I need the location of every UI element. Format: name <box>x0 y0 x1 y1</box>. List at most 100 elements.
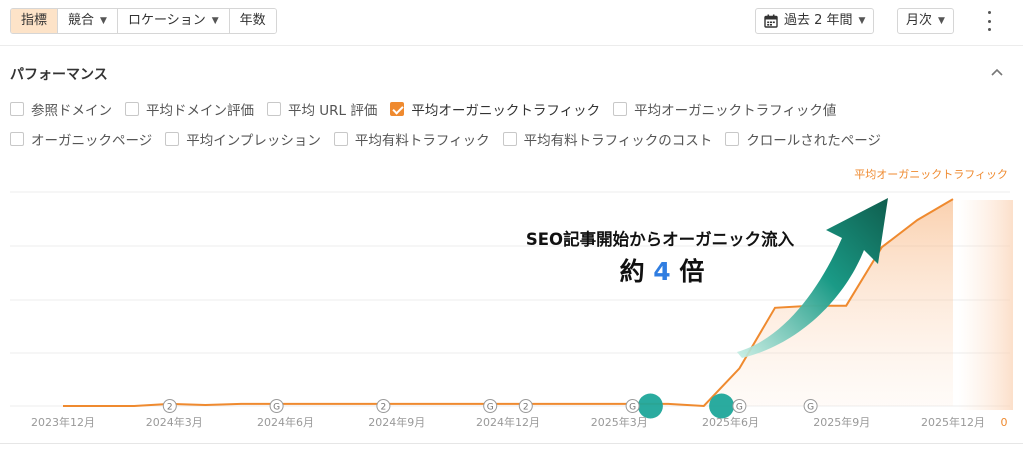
x-tick-label: 2025年9月 <box>813 415 870 429</box>
metric-label: オーガニックページ <box>31 133 153 149</box>
y-tick-label: 0 <box>1001 416 1008 429</box>
chevron-down-icon: ▼ <box>211 16 219 26</box>
x-tick-label: 2024年3月 <box>146 415 203 429</box>
annotation-line2: 約 4 倍 <box>620 257 705 286</box>
tab-competitors[interactable]: 競合 ▼ <box>58 9 118 33</box>
annotation-marker[interactable]: 2 <box>162 399 177 413</box>
chevron-down-icon: ▼ <box>858 16 866 26</box>
x-tick-label: 2024年9月 <box>368 415 425 429</box>
divider <box>0 443 1023 444</box>
metric-label: 平均ドメイン評価 <box>146 103 254 119</box>
marker-label: G <box>629 403 636 413</box>
marker-circle <box>518 399 533 413</box>
checkbox-empty-icon[interactable] <box>267 102 281 116</box>
checkbox-empty-icon[interactable] <box>613 102 628 116</box>
metric-checkbox[interactable]: 平均オーガニックトラフィック <box>390 99 600 119</box>
tab-location[interactable]: ロケーション ▼ <box>117 9 230 33</box>
metric-label: 平均オーガニックトラフィック <box>411 103 601 119</box>
annotation-prefix: 約 <box>620 257 654 286</box>
series-area <box>63 199 953 406</box>
checkbox-empty-icon[interactable] <box>165 132 180 146</box>
interval-select[interactable]: 月次 ▼ <box>897 8 954 34</box>
trend-arrow-icon <box>737 198 888 358</box>
marker-circle <box>376 399 391 413</box>
date-range-label: 過去 2 年間 <box>784 13 853 28</box>
annotation-value: 4 <box>653 257 670 286</box>
metric-checkbox[interactable]: 平均インプレッション <box>165 129 321 149</box>
google-update-marker[interactable]: G <box>732 399 747 413</box>
tab-years-label: 年数 <box>239 13 266 28</box>
x-tick-label: 2023年12月 <box>31 415 95 429</box>
checkbox-empty-icon[interactable] <box>10 102 24 116</box>
marker-label: G <box>273 403 280 413</box>
marker-circle <box>162 399 177 413</box>
google-update-marker[interactable]: G <box>803 399 818 413</box>
metrics-row-1: 参照ドメイン 平均ドメイン評価 平均 URL 評価 平均オーガニックトラフィック 平均オ… <box>10 99 849 119</box>
metric-label: 平均インプレッション <box>186 133 321 149</box>
marker-label: 2 <box>167 403 173 413</box>
marker-label: 2 <box>523 403 529 413</box>
metric-checkbox[interactable]: 参照ドメイン <box>10 99 112 119</box>
metric-checkbox[interactable]: オーガニックページ <box>10 129 152 149</box>
checkbox-empty-icon[interactable] <box>10 132 24 146</box>
marker-label: G <box>807 403 814 413</box>
metric-checkbox[interactable]: 平均ドメイン評価 <box>125 99 254 119</box>
more-options-icon[interactable] <box>981 11 997 31</box>
metric-checkbox[interactable]: 平均オーガニックトラフィック値 <box>613 99 836 119</box>
tab-location-label: ロケーション <box>127 13 206 28</box>
metrics-row-2: オーガニックページ 平均インプレッション 平均有料トラフィック 平均有料トラフィックの… <box>10 129 894 149</box>
checkbox-checked-icon[interactable] <box>390 102 405 116</box>
metric-label: 平均有料トラフィック <box>354 133 490 149</box>
toolbar: 指標 競合 ▼ ロケーション ▼ 年数 過去 2 年間 ▼ 月次 ▼ <box>0 0 1023 46</box>
chevron-down-icon: ▼ <box>938 16 945 26</box>
x-tick-label: 2024年12月 <box>476 415 540 429</box>
metric-checkbox[interactable]: 平均有料トラフィック <box>333 129 490 149</box>
highlight-circle <box>637 393 663 419</box>
google-update-marker[interactable]: G <box>625 399 640 413</box>
calendar-icon <box>764 14 778 28</box>
checkbox-empty-icon[interactable] <box>333 132 348 146</box>
marker-circle <box>269 399 284 413</box>
x-tick-label: 2025年3月 <box>591 415 648 429</box>
marker-circle <box>732 399 747 413</box>
metric-label: 参照ドメイン <box>31 103 112 119</box>
faded-region <box>958 200 1013 410</box>
marker-circle <box>803 399 818 413</box>
marker-label: 2 <box>381 403 387 413</box>
series-label: 平均オーガニックトラフィック <box>854 168 1008 181</box>
tab-years[interactable]: 年数 <box>229 9 276 33</box>
panel-title: パフォーマンス <box>10 67 108 83</box>
checkbox-empty-icon[interactable] <box>502 132 517 146</box>
metric-checkbox[interactable]: 平均 URL 評価 <box>267 99 377 119</box>
checkbox-empty-icon[interactable] <box>725 132 740 146</box>
filter-segment: 指標 競合 ▼ ロケーション ▼ 年数 <box>10 8 277 34</box>
annotation-suffix: 倍 <box>671 257 705 286</box>
annotation-line1: SEO記事開始からオーガニック流入 <box>526 229 795 249</box>
marker-circle <box>483 399 498 413</box>
metric-label: 平均オーガニックトラフィック値 <box>634 103 837 119</box>
tab-metrics-label: 指標 <box>21 13 48 28</box>
chevron-down-icon: ▼ <box>100 16 107 26</box>
x-tick-label: 2024年6月 <box>257 415 314 429</box>
marker-label: G <box>487 403 494 413</box>
metric-label: 平均 URL 評価 <box>288 103 378 119</box>
performance-chart: 2 G 2 G 2 G G G 2023年12月 2024年3月 2024年6月 2024年9月 202… <box>10 168 1013 429</box>
chevron-up-icon[interactable] <box>991 67 1003 77</box>
tab-competitors-label: 競合 <box>68 13 95 28</box>
marker-label: G <box>736 403 743 413</box>
interval-label: 月次 <box>906 13 933 28</box>
x-tick-label: 2025年6月 <box>702 415 759 429</box>
metric-label: クロールされたページ <box>746 133 882 149</box>
google-update-marker[interactable]: G <box>483 399 498 413</box>
annotation-marker[interactable]: 2 <box>518 399 533 413</box>
google-update-marker[interactable]: G <box>269 399 284 413</box>
metric-checkbox[interactable]: クロールされたページ <box>725 129 881 149</box>
tab-metrics[interactable]: 指標 <box>11 9 59 33</box>
date-range-select[interactable]: 過去 2 年間 ▼ <box>755 8 875 34</box>
annotation-marker[interactable]: 2 <box>376 399 391 413</box>
x-tick-label: 2025年12月 <box>921 415 985 429</box>
marker-circle <box>625 399 640 413</box>
checkbox-empty-icon[interactable] <box>125 102 139 116</box>
metric-label: 平均有料トラフィックのコスト <box>523 133 713 149</box>
metric-checkbox[interactable]: 平均有料トラフィックのコスト <box>502 129 713 149</box>
